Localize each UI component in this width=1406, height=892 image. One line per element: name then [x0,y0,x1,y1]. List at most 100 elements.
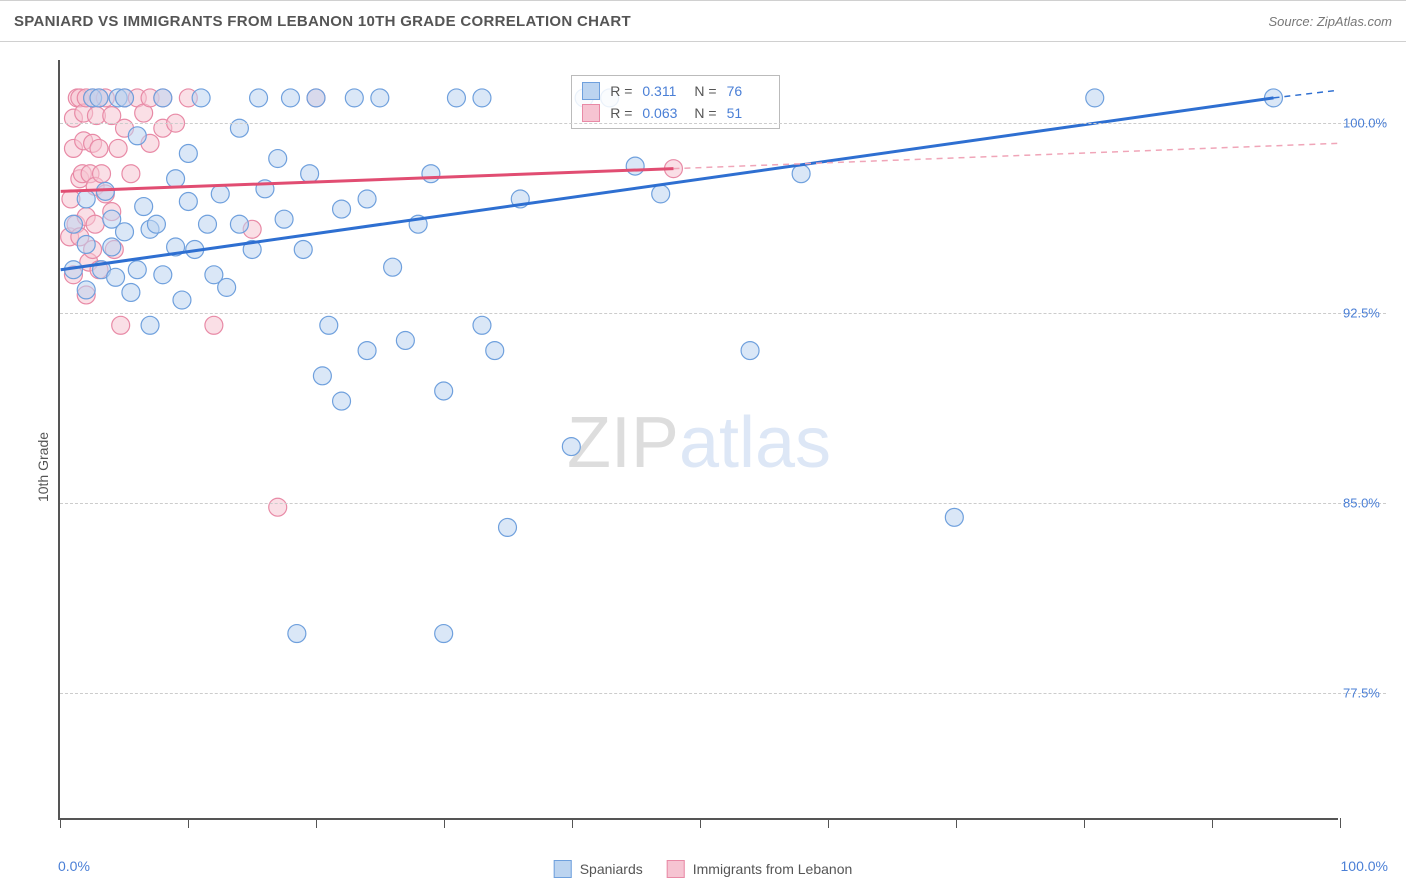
n-value: 51 [727,105,769,121]
regression-line-dashed [673,143,1337,168]
chart-area: 10th Grade ZIPatlas R =0.311N =76R =0.06… [0,42,1406,892]
scatter-point [116,223,134,241]
gridline-h [60,503,1386,504]
stats-legend-box: R =0.311N =76R =0.063N =51 [571,75,779,129]
x-tick [316,818,317,828]
scatter-point [128,261,146,279]
scatter-point [179,193,197,211]
scatter-point [218,278,236,296]
x-tick [1212,818,1213,828]
gridline-h [60,313,1386,314]
scatter-point [333,392,351,410]
scatter-point [422,165,440,183]
scatter-point [141,316,159,334]
scatter-point [230,119,248,137]
scatter-point [211,185,229,203]
scatter-point [473,89,491,107]
scatter-point [77,190,95,208]
gridline-h [60,123,1386,124]
x-tick [188,818,189,828]
scatter-point [205,316,223,334]
scatter-point [109,139,127,157]
scatter-point [499,518,517,536]
scatter-point [435,382,453,400]
n-value: 76 [727,83,769,99]
chart-header: SPANIARD VS IMMIGRANTS FROM LEBANON 10TH… [0,0,1406,42]
scatter-point [384,258,402,276]
scatter-point [294,241,312,259]
x-tick [572,818,573,828]
scatter-point [122,165,140,183]
scatter-point [147,215,165,233]
scatter-point [269,150,287,168]
scatter-point [77,235,95,253]
x-tick [444,818,445,828]
scatter-point [107,268,125,286]
series-swatch [582,104,600,122]
y-tick-label: 77.5% [1343,686,1398,701]
scatter-point [307,89,325,107]
scatter-point [179,145,197,163]
scatter-point [313,367,331,385]
r-label: R = [610,105,632,121]
scatter-point [447,89,465,107]
scatter-svg [60,60,1338,818]
scatter-point [358,190,376,208]
scatter-point [199,215,217,233]
scatter-point [86,215,104,233]
scatter-point [371,89,389,107]
series-swatch [554,860,572,878]
scatter-point [154,266,172,284]
stats-row: R =0.063N =51 [582,104,768,122]
n-label: N = [694,83,716,99]
scatter-point [77,281,95,299]
scatter-point [103,238,121,256]
x-tick [1084,818,1085,828]
scatter-point [333,200,351,218]
scatter-point [562,438,580,456]
r-value: 0.311 [642,83,684,99]
y-tick-label: 100.0% [1343,116,1398,131]
scatter-point [122,283,140,301]
scatter-point [112,316,130,334]
scatter-point [435,625,453,643]
scatter-point [626,157,644,175]
scatter-point [345,89,363,107]
legend-label: Immigrants from Lebanon [693,861,853,877]
scatter-point [192,89,210,107]
scatter-point [288,625,306,643]
x-axis-max-label: 100.0% [1341,858,1388,874]
scatter-point [269,498,287,516]
gridline-h [60,693,1386,694]
scatter-point [741,342,759,360]
bottom-legend: Spaniards Immigrants from Lebanon [554,860,853,878]
stats-row: R =0.311N =76 [582,82,768,100]
scatter-point [135,198,153,216]
r-value: 0.063 [642,105,684,121]
scatter-point [90,89,108,107]
regression-line-dashed [1273,90,1337,98]
scatter-point [154,89,172,107]
scatter-point [320,316,338,334]
x-tick [700,818,701,828]
scatter-point [358,342,376,360]
plot-region: ZIPatlas R =0.311N =76R =0.063N =51 77.5… [58,60,1338,820]
scatter-point [64,215,82,233]
y-axis-label: 10th Grade [35,432,51,502]
y-tick-label: 92.5% [1343,306,1398,321]
scatter-point [275,210,293,228]
scatter-point [173,291,191,309]
chart-title: SPANIARD VS IMMIGRANTS FROM LEBANON 10TH… [14,13,631,30]
legend-label: Spaniards [580,861,643,877]
regression-line [61,169,674,192]
x-tick [60,818,61,828]
scatter-point [250,89,268,107]
scatter-point [486,342,504,360]
x-tick [1340,818,1341,828]
x-tick [956,818,957,828]
scatter-point [116,89,134,107]
x-axis-min-label: 0.0% [58,858,90,874]
scatter-point [792,165,810,183]
legend-item: Immigrants from Lebanon [667,860,853,878]
series-swatch [582,82,600,100]
